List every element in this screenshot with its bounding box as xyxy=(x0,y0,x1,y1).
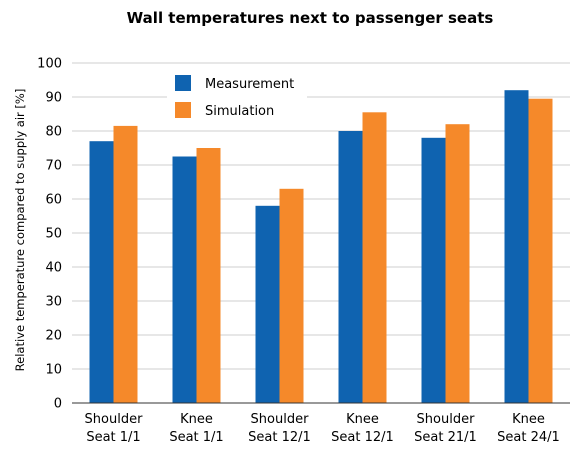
legend-label: Simulation xyxy=(205,104,274,119)
y-tick-label: 70 xyxy=(45,159,62,174)
x-tick-label: Knee xyxy=(512,412,545,427)
legend: Measurement Simulation xyxy=(167,67,307,123)
bars xyxy=(89,90,553,404)
y-tick-label: 40 xyxy=(45,261,62,276)
x-tick-label: Seat 21/1 xyxy=(414,430,477,445)
y-tick-label: 90 xyxy=(45,91,62,106)
x-tick-label: Seat 1/1 xyxy=(86,430,140,445)
y-tick-label: 30 xyxy=(45,295,62,310)
y-axis-ticks: 0 10 20 30 40 50 60 70 80 90 100 xyxy=(37,57,62,412)
y-axis-label: Relative temperature compared to supply … xyxy=(13,89,27,372)
x-tick-label: Knee xyxy=(180,412,213,427)
bar-measurement xyxy=(504,90,529,403)
x-tick-label: Seat 24/1 xyxy=(497,430,560,445)
y-tick-label: 60 xyxy=(45,193,62,208)
bar-measurement xyxy=(89,141,114,403)
x-tick-label: Seat 12/1 xyxy=(331,430,394,445)
x-tick-label: Knee xyxy=(346,412,379,427)
x-tick-label: Seat 12/1 xyxy=(248,430,311,445)
bar-simulation xyxy=(445,124,470,403)
legend-swatch xyxy=(175,75,191,91)
y-tick-label: 0 xyxy=(54,397,62,412)
y-tick-label: 50 xyxy=(45,227,62,242)
x-tick-label: Seat 1/1 xyxy=(169,430,223,445)
bar-measurement xyxy=(255,205,280,403)
bar-simulation xyxy=(196,148,221,403)
x-axis-categories: Shoulder Seat 1/1 Knee Seat 1/1 Shoulder Seat… xyxy=(85,412,560,445)
legend-label: Measurement xyxy=(205,77,294,92)
x-tick-label: Shoulder xyxy=(85,412,144,427)
grid-lines xyxy=(72,62,570,370)
bar-simulation xyxy=(528,98,553,403)
bar-simulation xyxy=(362,112,387,404)
y-tick-label: 100 xyxy=(37,57,62,72)
bar-measurement xyxy=(338,131,363,403)
bar-measurement xyxy=(421,137,446,404)
bar-simulation xyxy=(113,125,138,404)
chart-title: Wall temperatures next to passenger seat… xyxy=(127,9,494,27)
y-tick-label: 20 xyxy=(45,329,62,344)
y-tick-label: 10 xyxy=(45,363,62,378)
bar-simulation xyxy=(279,188,304,403)
x-tick-label: Shoulder xyxy=(251,412,310,427)
y-tick-label: 80 xyxy=(45,125,62,140)
bar-measurement xyxy=(172,156,197,403)
x-tick-label: Shoulder xyxy=(417,412,476,427)
legend-swatch xyxy=(175,102,191,118)
